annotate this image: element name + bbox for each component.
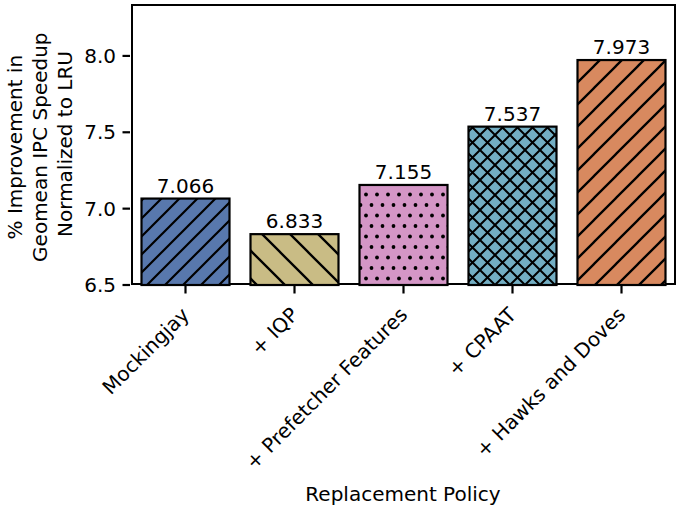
y-tick-label: 7.0 <box>84 197 116 221</box>
bar-value-label: 7.155 <box>375 160 432 184</box>
bar-hatch <box>142 199 230 285</box>
x-tick-label: + CPAAT <box>443 302 522 381</box>
y-axis-label-line-1: % Improvement in <box>3 55 27 240</box>
x-axis-group: Mockingjay+ IQP+ Prefetcher Features+ CP… <box>97 286 630 474</box>
bar-hatch <box>469 127 557 285</box>
y-axis-label: % Improvement in Geomean IPC Speedup Nor… <box>3 26 77 262</box>
bar-value-label: 7.537 <box>484 102 541 126</box>
figure: 7.066 6.833 7.155 7.537 7.973 Mockingjay + IQ… <box>0 0 682 511</box>
x-tick-label: Mockingjay <box>97 302 194 399</box>
bar-value-label: 6.833 <box>266 209 323 233</box>
y-axis-group: 6.5 7.0 7.5 8.0 <box>84 44 130 297</box>
bar-hatch <box>360 185 448 285</box>
bar-value-label: 7.066 <box>157 174 214 198</box>
bar-hatch <box>251 234 339 285</box>
x-axis-label: Replacement Policy <box>305 482 500 506</box>
y-tick-label: 8.0 <box>84 44 116 68</box>
y-axis-label-line-3: Normalized to LRU <box>53 51 77 237</box>
bar-hatch <box>578 60 666 285</box>
chart-svg: 7.066 6.833 7.155 7.537 7.973 Mockingjay + IQ… <box>0 0 682 511</box>
bars-group: 7.066 6.833 7.155 7.537 7.973 <box>142 35 666 285</box>
y-tick-label: 7.5 <box>84 120 116 144</box>
y-axis-label-line-2: Geomean IPC Speedup <box>28 32 52 261</box>
bar-value-label: 7.973 <box>593 35 650 59</box>
y-tick-label: 6.5 <box>84 273 116 297</box>
x-tick-label: + IQP <box>246 303 303 360</box>
